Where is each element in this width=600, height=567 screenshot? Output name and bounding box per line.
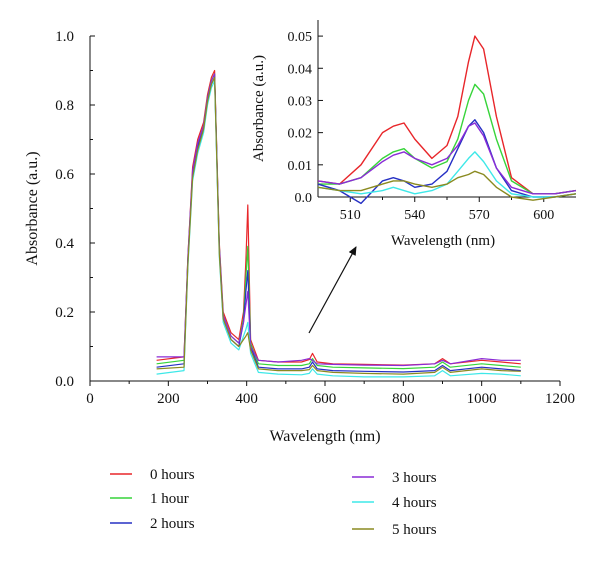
main-x-tick-label: 600 xyxy=(314,391,337,407)
main-x-tick-label: 400 xyxy=(235,391,258,407)
main-y-tick-label: 0.4 xyxy=(55,236,74,252)
legend: 0 hours 1 hour 2 hours 3 hours 4 hours 5 hour… xyxy=(110,467,437,538)
inset-y-tick-label: 0.0 xyxy=(295,191,313,206)
main-y-tick-label: 0.2 xyxy=(55,305,74,321)
inset-chart: 510 540 570 600 0.0 0.01 0.02 0.03 0.04 0.05 Wavel… xyxy=(251,20,576,249)
main-y-axis-title: Absorbance (a.u.) xyxy=(24,151,41,265)
main-series-line xyxy=(156,76,521,375)
main-y-tick-label: 1.0 xyxy=(55,29,74,45)
inset-y-tick-label: 0.04 xyxy=(288,62,313,77)
pointer-arrow-line xyxy=(308,246,357,334)
main-y-tick-label: 0.0 xyxy=(55,374,74,390)
legend-label: 1 hour xyxy=(150,491,189,507)
inset-series-group xyxy=(318,35,576,205)
inset-y-tick-label: 0.03 xyxy=(288,94,313,109)
inset-x-tick-label: 540 xyxy=(404,208,425,223)
main-y-tick-label: 0.8 xyxy=(55,98,74,114)
main-y-tick-label: 0.6 xyxy=(55,167,74,183)
main-x-tick-label: 200 xyxy=(157,391,180,407)
legend-label: 3 hours xyxy=(392,470,437,486)
legend-label: 4 hours xyxy=(392,495,437,511)
legend-label: 2 hours xyxy=(150,516,195,532)
inset-y-tick-label: 0.01 xyxy=(288,159,313,174)
inset-y-tick-label: 0.05 xyxy=(288,30,313,45)
inset-x-tick-label: 600 xyxy=(533,208,554,223)
legend-label: 5 hours xyxy=(392,522,437,538)
main-x-tick-label: 0 xyxy=(86,391,94,407)
inset-series-line xyxy=(318,122,576,195)
inset-x-tick-label: 510 xyxy=(340,208,361,223)
inset-series-line xyxy=(318,35,576,195)
inset-background xyxy=(318,20,576,197)
main-x-tick-label: 1000 xyxy=(467,391,497,407)
inset-pointer-arrow xyxy=(308,246,357,334)
main-x-tick-label: 1200 xyxy=(545,391,575,407)
inset-x-tick-label: 570 xyxy=(469,208,490,223)
inset-y-tick-label: 0.02 xyxy=(288,127,313,142)
main-x-tick-label: 800 xyxy=(392,391,415,407)
legend-label: 0 hours xyxy=(150,467,195,483)
inset-y-axis-title: Absorbance (a.u.) xyxy=(251,55,267,162)
main-x-axis-title: Wavelength (nm) xyxy=(269,428,380,445)
inset-series-line xyxy=(318,151,576,198)
main-chart: 0 200 400 600 800 1000 1200 0.0 0.2 0.4 0.6 0.8 1.0 W… xyxy=(24,29,575,445)
inset-x-axis-title: Wavelength (nm) xyxy=(391,233,495,249)
inset-series-line xyxy=(318,83,576,195)
inset-series-line xyxy=(318,170,576,201)
